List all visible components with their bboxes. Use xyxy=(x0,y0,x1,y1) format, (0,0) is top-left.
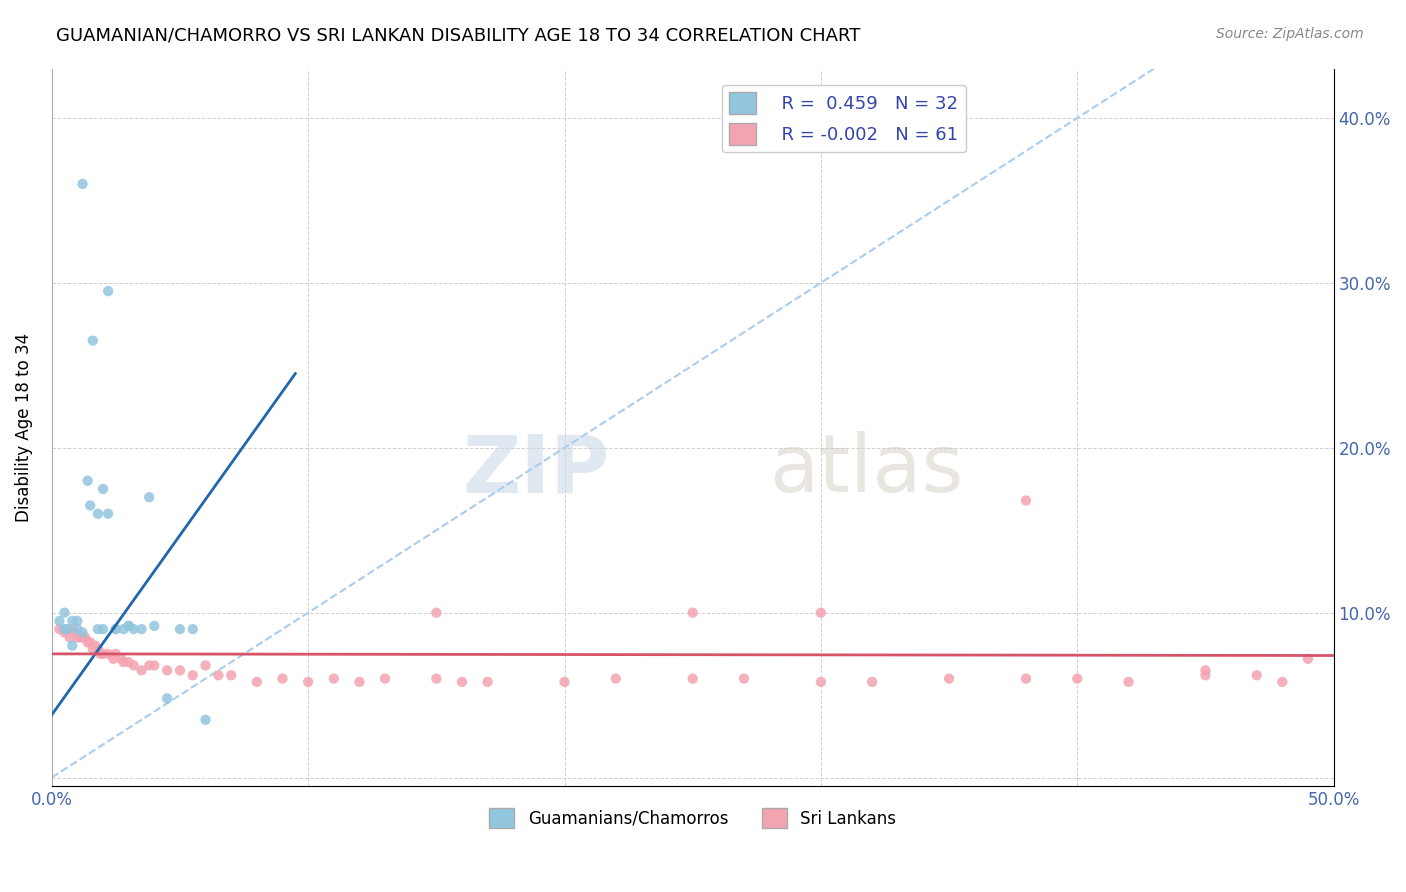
Text: Source: ZipAtlas.com: Source: ZipAtlas.com xyxy=(1216,27,1364,41)
Point xyxy=(91,482,114,496)
Point xyxy=(87,622,110,636)
Point xyxy=(143,658,166,673)
Point xyxy=(63,625,86,640)
Point xyxy=(72,625,94,640)
Point xyxy=(60,614,83,628)
Point xyxy=(66,614,89,628)
Point xyxy=(112,655,135,669)
Point xyxy=(122,622,145,636)
Point xyxy=(181,668,204,682)
Point xyxy=(194,658,217,673)
Point xyxy=(75,631,97,645)
Point xyxy=(207,668,229,682)
Point xyxy=(169,622,191,636)
Point xyxy=(1271,674,1294,689)
Point xyxy=(1015,672,1038,686)
Point xyxy=(56,622,79,636)
Point xyxy=(810,674,832,689)
Point xyxy=(82,334,104,348)
Point xyxy=(112,622,135,636)
Point xyxy=(1015,493,1038,508)
Point xyxy=(938,672,960,686)
Point xyxy=(87,507,110,521)
Point xyxy=(1246,668,1268,682)
Point xyxy=(91,647,114,661)
Point xyxy=(271,672,294,686)
Point xyxy=(682,606,704,620)
Point xyxy=(1118,674,1140,689)
Point xyxy=(425,672,447,686)
Point xyxy=(66,622,89,636)
Point xyxy=(860,674,883,689)
Point xyxy=(69,631,91,645)
Point xyxy=(72,177,94,191)
Point xyxy=(104,647,127,661)
Point xyxy=(76,635,98,649)
Point xyxy=(79,635,101,649)
Point xyxy=(169,664,191,678)
Point xyxy=(733,672,755,686)
Point xyxy=(84,639,107,653)
Point xyxy=(246,674,269,689)
Point xyxy=(374,672,396,686)
Point xyxy=(53,622,76,636)
Point xyxy=(118,619,141,633)
Point xyxy=(553,674,575,689)
Point xyxy=(122,658,145,673)
Point xyxy=(297,674,319,689)
Point xyxy=(53,606,76,620)
Point xyxy=(118,619,141,633)
Point xyxy=(1066,672,1088,686)
Point xyxy=(477,674,499,689)
Point xyxy=(97,284,120,298)
Point xyxy=(194,713,217,727)
Point xyxy=(79,499,101,513)
Point xyxy=(53,625,76,640)
Point xyxy=(131,664,153,678)
Point xyxy=(48,614,70,628)
Point xyxy=(91,622,114,636)
Point xyxy=(66,631,89,645)
Point xyxy=(76,474,98,488)
Point xyxy=(87,641,110,656)
Point xyxy=(72,631,94,645)
Point xyxy=(89,647,111,661)
Point xyxy=(219,668,242,682)
Point xyxy=(143,619,166,633)
Point xyxy=(349,674,371,689)
Point xyxy=(48,622,70,636)
Point xyxy=(97,507,120,521)
Point xyxy=(682,672,704,686)
Point xyxy=(425,606,447,620)
Point xyxy=(118,655,141,669)
Point xyxy=(97,647,120,661)
Point xyxy=(131,622,153,636)
Point xyxy=(60,639,83,653)
Point xyxy=(156,664,179,678)
Point xyxy=(104,622,127,636)
Text: GUAMANIAN/CHAMORRO VS SRI LANKAN DISABILITY AGE 18 TO 34 CORRELATION CHART: GUAMANIAN/CHAMORRO VS SRI LANKAN DISABIL… xyxy=(56,27,860,45)
Legend: Guamanians/Chamorros, Sri Lankans: Guamanians/Chamorros, Sri Lankans xyxy=(482,801,903,835)
Point xyxy=(104,622,127,636)
Point xyxy=(451,674,474,689)
Point xyxy=(110,652,132,666)
Point xyxy=(56,622,79,636)
Y-axis label: Disability Age 18 to 34: Disability Age 18 to 34 xyxy=(15,333,32,522)
Point xyxy=(82,641,104,656)
Point xyxy=(181,622,204,636)
Point xyxy=(1296,652,1319,666)
Point xyxy=(103,652,125,666)
Text: atlas: atlas xyxy=(769,431,965,509)
Point xyxy=(138,490,160,504)
Point xyxy=(138,658,160,673)
Text: ZIP: ZIP xyxy=(463,431,609,509)
Point xyxy=(60,622,83,636)
Point xyxy=(156,691,179,706)
Point xyxy=(1194,664,1216,678)
Point xyxy=(605,672,627,686)
Point xyxy=(59,631,82,645)
Point xyxy=(1194,668,1216,682)
Point xyxy=(810,606,832,620)
Point xyxy=(322,672,344,686)
